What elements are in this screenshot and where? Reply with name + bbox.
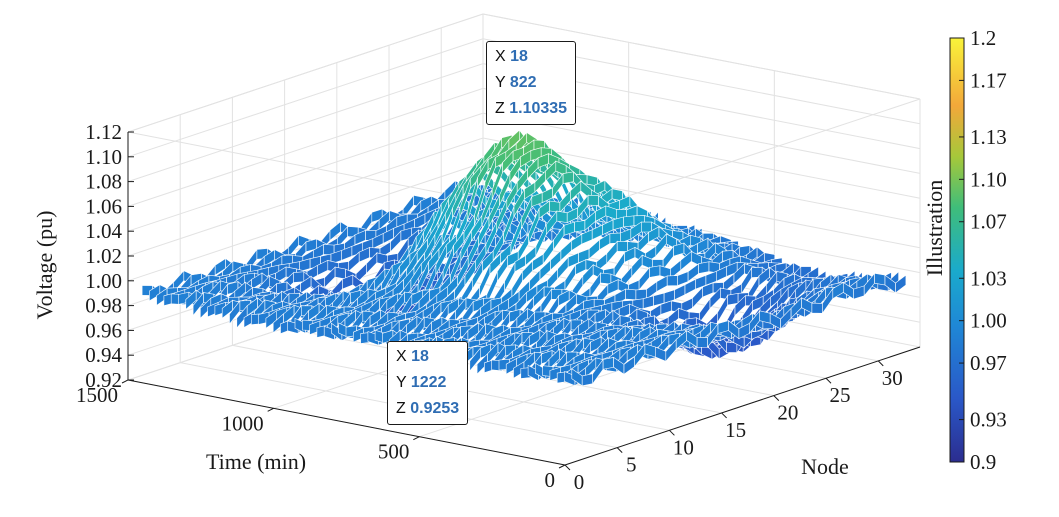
time-tick-mark <box>267 407 274 412</box>
surface-cell <box>649 265 661 278</box>
colorbar-gradient <box>949 37 965 463</box>
datatip-peak-y: Y 822 <box>495 74 537 91</box>
surface-cell <box>623 215 635 228</box>
z-tick-label: 1.02 <box>85 244 122 268</box>
z-tick-label: 1.00 <box>85 269 122 293</box>
z-tick-label: 1.08 <box>85 170 122 194</box>
colorbar-tick-label: 1.00 <box>970 309 1007 333</box>
z-tick-label: 0.98 <box>85 294 122 318</box>
node-tick-label: 5 <box>626 453 637 477</box>
surface-cell <box>727 292 739 306</box>
axis-labels: Voltage (pu) Time (min) Node Illustratio… <box>32 180 947 479</box>
z-tick-label: 1.10 <box>85 145 122 169</box>
datatip-valley-y: Y 1222 <box>396 374 447 391</box>
axes: 0.920.940.960.981.001.021.041.061.081.10… <box>76 120 921 494</box>
surface-cell <box>674 284 686 301</box>
colorbar-tick-label: 1.2 <box>970 26 996 50</box>
surface-cell <box>581 373 594 387</box>
colorbar-tick-label: 0.93 <box>970 408 1007 432</box>
x-axis-label: Node <box>801 454 849 479</box>
surface-cell <box>640 221 653 233</box>
surface-cell <box>549 200 561 213</box>
colorbar-tick-label: 1.13 <box>970 125 1007 149</box>
colorbar-tick-label: 1.10 <box>970 167 1007 191</box>
z-tick-label: 0.96 <box>85 318 122 342</box>
surface-cell <box>666 275 679 287</box>
node-tick-label: 10 <box>673 435 694 459</box>
surface-cell <box>638 266 650 291</box>
colorbar: 0.9 0.93 0.97 1.00 1.03 1.07 1.10 1.13 1.17 1.2 <box>949 26 1007 474</box>
surface-cell <box>662 245 674 271</box>
surface-cell <box>613 251 625 279</box>
colorbar-tick-label: 1.17 <box>970 68 1007 92</box>
colorbar-tick-label: 0.97 <box>970 351 1007 375</box>
node-tick-label: 15 <box>725 418 746 442</box>
surface-cell <box>625 288 637 301</box>
surface-cell <box>616 240 629 252</box>
surface-cell <box>698 261 710 274</box>
node-tick-mark <box>669 429 675 436</box>
node-tick-mark <box>616 447 623 454</box>
z-tick-label: 1.06 <box>85 194 122 218</box>
surface-cell <box>677 271 689 286</box>
colorbar-tick-label: 1.03 <box>970 266 1007 290</box>
node-tick-mark <box>564 464 571 471</box>
y-axis-label: Time (min) <box>206 449 306 474</box>
node-tick-label: 30 <box>882 366 903 390</box>
surface-cell <box>574 220 586 233</box>
surface-cell <box>334 266 346 280</box>
surface-cell <box>656 275 668 293</box>
surface-cell <box>759 310 771 324</box>
surface-cell <box>699 297 711 324</box>
node-tick-label: 20 <box>777 401 798 425</box>
node-axis-line <box>564 346 921 466</box>
surface-cell <box>588 239 600 260</box>
surface-cell <box>895 274 907 294</box>
datatip-peak: X 18 Y 822 Z 1.10335 <box>486 41 577 125</box>
colorbar-tick-label: 0.9 <box>970 450 996 474</box>
z-tick-label: 1.04 <box>85 219 122 243</box>
surface-cell <box>874 272 886 286</box>
surface-cell <box>811 302 823 314</box>
z-axis-label: Voltage (pu) <box>32 211 57 320</box>
z-tick-label: 0.92 <box>85 368 122 392</box>
surface-cell <box>556 210 568 224</box>
time-tick-mark <box>413 436 420 441</box>
surface-cell <box>587 194 599 206</box>
surface-cell <box>696 336 708 348</box>
surface-cell <box>293 271 305 283</box>
voltage-surface <box>141 129 907 387</box>
time-axis-line <box>127 379 566 466</box>
time-tick-mark <box>558 464 566 469</box>
surface-cell <box>600 272 612 285</box>
surface-cell <box>611 188 623 202</box>
datatip-peak-x: X 18 <box>495 48 528 65</box>
datatip-valley-z: Z 0.9253 <box>396 400 460 417</box>
time-tick-mark <box>121 379 129 384</box>
datatip-valley: X 18 Y 1222 Z 0.9253 <box>387 341 469 425</box>
time-tick-label: 0 <box>545 468 556 492</box>
time-tick-label: 1500 <box>76 383 118 407</box>
node-tick-mark <box>825 377 832 384</box>
surface-cell <box>602 357 614 370</box>
node-tick-label: 0 <box>574 470 585 494</box>
node-tick-mark <box>721 412 727 419</box>
node-tick-mark <box>773 395 780 401</box>
node-tick-mark <box>877 360 884 367</box>
datatip-peak-z: Z 1.10335 <box>495 100 568 117</box>
colorbar-label: Illustration <box>922 180 947 277</box>
z-tick-label: 1.12 <box>85 120 122 144</box>
z-tick-label: 0.94 <box>85 343 122 367</box>
time-tick-label: 1000 <box>222 411 264 435</box>
surface-cell <box>726 342 738 353</box>
time-tick-label: 500 <box>378 440 410 464</box>
colorbar-tick-label: 1.07 <box>970 210 1007 234</box>
node-tick-label: 25 <box>830 383 851 407</box>
surface-cell <box>562 171 574 184</box>
datatip-valley-x: X 18 <box>396 348 429 365</box>
